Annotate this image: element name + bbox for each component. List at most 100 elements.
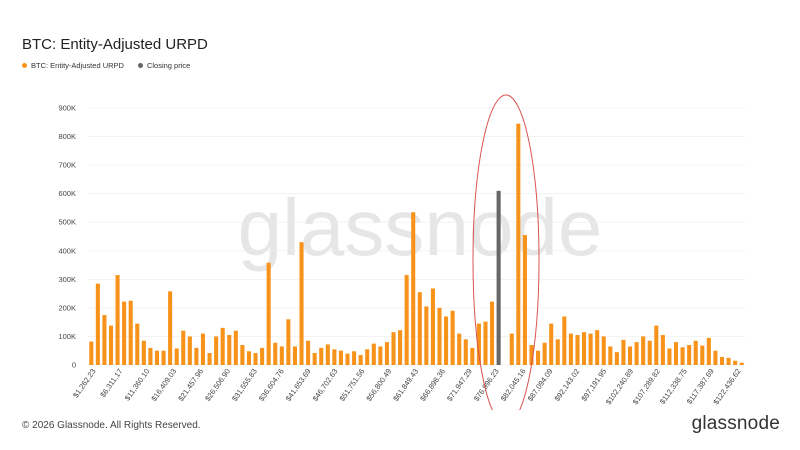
- urpd-bar[interactable]: [168, 291, 173, 365]
- urpd-bar[interactable]: [476, 323, 481, 365]
- urpd-bar[interactable]: [424, 306, 429, 365]
- urpd-bar[interactable]: [621, 339, 626, 365]
- urpd-bar[interactable]: [102, 315, 107, 365]
- urpd-bar[interactable]: [292, 346, 297, 365]
- urpd-bar[interactable]: [266, 262, 271, 365]
- urpd-bar[interactable]: [154, 350, 160, 365]
- urpd-bar[interactable]: [490, 301, 495, 365]
- urpd-bar[interactable]: [246, 351, 251, 365]
- urpd-bar[interactable]: [450, 310, 455, 365]
- urpd-bar[interactable]: [404, 275, 409, 365]
- urpd-bar[interactable]: [608, 346, 613, 365]
- urpd-bar[interactable]: [338, 350, 343, 365]
- urpd-bar[interactable]: [141, 340, 146, 365]
- urpd-bar[interactable]: [306, 340, 311, 365]
- urpd-bar[interactable]: [122, 301, 127, 365]
- urpd-bar[interactable]: [187, 336, 192, 365]
- legend-item-urpd[interactable]: BTC: Entity-Adjusted URPD: [22, 61, 124, 70]
- urpd-bar[interactable]: [391, 332, 396, 365]
- urpd-bar[interactable]: [95, 283, 100, 365]
- urpd-bar[interactable]: [562, 316, 567, 365]
- urpd-bar[interactable]: [516, 123, 521, 366]
- urpd-bar[interactable]: [536, 350, 541, 365]
- urpd-bar[interactable]: [273, 342, 278, 365]
- urpd-bar[interactable]: [240, 345, 245, 365]
- urpd-bar[interactable]: [667, 348, 672, 365]
- urpd-bar[interactable]: [444, 316, 449, 365]
- urpd-bar[interactable]: [641, 336, 646, 365]
- urpd-bar[interactable]: [365, 349, 370, 365]
- urpd-bar[interactable]: [470, 347, 475, 365]
- urpd-bar[interactable]: [568, 333, 573, 365]
- urpd-bar[interactable]: [654, 325, 659, 365]
- urpd-bar[interactable]: [325, 344, 330, 365]
- urpd-bar[interactable]: [687, 345, 692, 365]
- urpd-bar[interactable]: [542, 342, 547, 365]
- urpd-bar[interactable]: [332, 349, 337, 365]
- urpd-bar[interactable]: [233, 330, 238, 365]
- urpd-bar[interactable]: [253, 353, 258, 365]
- urpd-bar[interactable]: [555, 339, 560, 365]
- urpd-bar[interactable]: [673, 342, 679, 365]
- urpd-bar[interactable]: [719, 357, 725, 365]
- urpd-bar[interactable]: [627, 346, 633, 365]
- legend-item-closing-price[interactable]: Closing price: [137, 61, 190, 70]
- urpd-bar[interactable]: [319, 347, 324, 365]
- urpd-bar[interactable]: [378, 346, 383, 365]
- urpd-bar[interactable]: [509, 333, 514, 365]
- urpd-bar[interactable]: [384, 342, 389, 365]
- urpd-bar[interactable]: [128, 300, 133, 365]
- urpd-bar[interactable]: [398, 330, 403, 365]
- urpd-bar[interactable]: [614, 352, 619, 365]
- urpd-bar[interactable]: [647, 340, 652, 365]
- urpd-bar[interactable]: [522, 235, 527, 365]
- closing-price-bar[interactable]: [496, 190, 501, 365]
- urpd-bar[interactable]: [549, 323, 554, 365]
- urpd-bar[interactable]: [588, 333, 593, 365]
- urpd-bar[interactable]: [437, 307, 442, 365]
- urpd-bar[interactable]: [194, 347, 199, 365]
- urpd-bar[interactable]: [345, 353, 350, 365]
- urpd-bar[interactable]: [660, 335, 665, 365]
- urpd-bar[interactable]: [726, 357, 731, 365]
- urpd-bar[interactable]: [214, 336, 219, 365]
- urpd-bar[interactable]: [411, 212, 416, 365]
- urpd-bar[interactable]: [575, 335, 580, 365]
- urpd-bar[interactable]: [161, 350, 166, 365]
- urpd-bar[interactable]: [582, 332, 587, 365]
- urpd-bar[interactable]: [483, 321, 488, 365]
- urpd-bar[interactable]: [174, 348, 179, 365]
- urpd-bar[interactable]: [739, 362, 744, 365]
- urpd-bar[interactable]: [430, 288, 435, 365]
- urpd-bar[interactable]: [713, 350, 718, 365]
- urpd-bar[interactable]: [115, 275, 120, 365]
- urpd-bar[interactable]: [286, 319, 291, 365]
- urpd-bar[interactable]: [135, 323, 140, 365]
- urpd-bar[interactable]: [279, 346, 284, 365]
- urpd-bar[interactable]: [200, 333, 206, 365]
- urpd-bar[interactable]: [601, 336, 606, 365]
- urpd-bar[interactable]: [181, 330, 186, 365]
- urpd-bar[interactable]: [371, 343, 376, 365]
- urpd-bar[interactable]: [706, 337, 711, 365]
- urpd-bar[interactable]: [207, 353, 212, 365]
- urpd-bar[interactable]: [457, 333, 462, 365]
- urpd-bar[interactable]: [352, 351, 357, 365]
- urpd-bar[interactable]: [680, 347, 685, 365]
- urpd-bar[interactable]: [529, 345, 534, 365]
- urpd-bar[interactable]: [417, 292, 422, 365]
- urpd-bar[interactable]: [108, 325, 114, 365]
- urpd-bar[interactable]: [700, 345, 705, 365]
- urpd-bar[interactable]: [148, 347, 153, 365]
- urpd-bar[interactable]: [733, 360, 738, 365]
- urpd-bar[interactable]: [595, 330, 600, 365]
- urpd-bar[interactable]: [299, 242, 304, 365]
- urpd-bar[interactable]: [260, 347, 265, 365]
- urpd-bar[interactable]: [312, 353, 317, 365]
- urpd-bar[interactable]: [463, 339, 468, 365]
- urpd-bar[interactable]: [227, 335, 232, 365]
- urpd-bar[interactable]: [220, 327, 225, 365]
- urpd-bar[interactable]: [634, 342, 639, 365]
- urpd-bar[interactable]: [358, 355, 363, 365]
- urpd-bar[interactable]: [693, 340, 698, 365]
